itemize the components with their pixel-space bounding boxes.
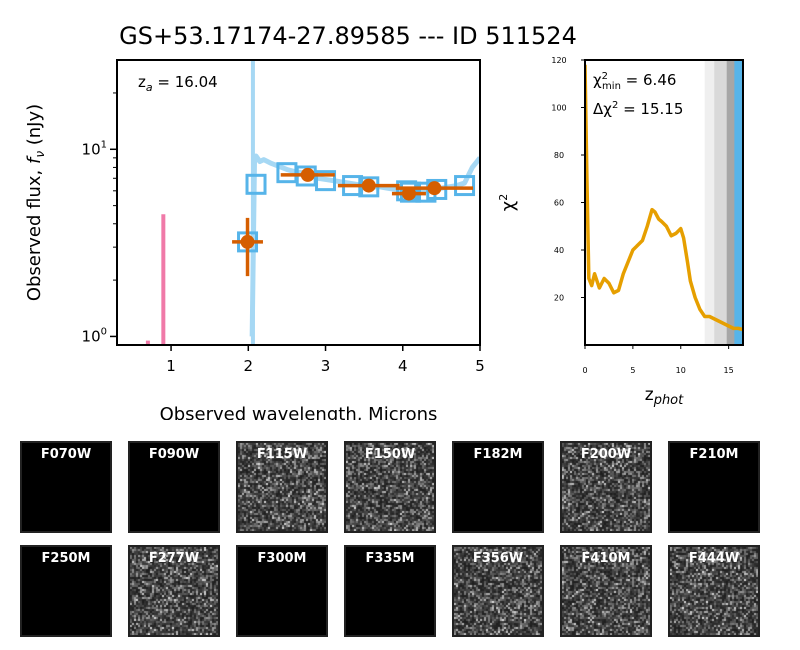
y-axis-label: Observed flux, fν (nJy) (24, 104, 47, 301)
stamp-f070w: F070W (20, 441, 112, 533)
stamp-filter-label: F115W (256, 447, 308, 462)
stamp-f210m: F210M (668, 441, 760, 533)
chi2-x-tick-label: 5 (630, 366, 635, 375)
stamp-filter-label: F210M (689, 447, 739, 462)
stamp-filter-label: F410M (581, 551, 631, 566)
obs-point (361, 178, 376, 193)
stamp-f444w: F444W (668, 545, 760, 637)
stamp-f300m: F300M (236, 545, 328, 637)
chi2-y-axis-label: χ2 (497, 194, 519, 211)
stamp-f182m: F182M (452, 441, 544, 533)
obs-point (427, 181, 442, 196)
chi2-y-tick-label: 80 (554, 151, 564, 160)
stamp-f410m: F410M (560, 545, 652, 637)
stamp-filter-label: F335M (365, 551, 415, 566)
stamp-f150w: F150W (344, 441, 436, 533)
z-annotation: za = 16.04 (138, 73, 218, 94)
confidence-band (734, 60, 743, 345)
stamp-filter-label: F182M (473, 447, 523, 462)
x-tick-label: 3 (321, 357, 331, 375)
obs-point (300, 167, 315, 182)
x-tick-label: 1 (166, 357, 176, 375)
x-tick-label: 5 (475, 357, 485, 375)
stamp-f277w: F277W (128, 545, 220, 637)
stamp-image (562, 443, 650, 531)
stamp-image (346, 443, 434, 531)
y-tick-label: 101 (82, 139, 107, 158)
model-phot-point (454, 175, 476, 197)
stamp-filter-label: F250M (41, 551, 91, 566)
sed-figure: GS+53.17174-27.89585 --- ID 511524 1 2 3 4 5… (24, 22, 744, 420)
stamp-f250m: F250M (20, 545, 112, 637)
delta-chi2-annotation: Δχ2 = 15.15 (593, 100, 683, 118)
chi2-x-tick-label: 0 (582, 366, 587, 375)
stamp-filter-label: F150W (364, 447, 416, 462)
stamp-filter-label: F277W (148, 551, 200, 566)
chi2-y-tick-label: 100 (551, 104, 566, 113)
chi2-plot-area (585, 60, 743, 345)
stamp-filter-label: F444W (688, 551, 740, 566)
chi2-y-tick-label: 40 (554, 246, 564, 255)
stamp-f356w: F356W (452, 545, 544, 637)
obs-point (401, 186, 416, 201)
chi2-line (585, 64, 743, 332)
stamp-image (454, 547, 542, 635)
chi2-min-annotation: χ2 min = 6.46 (593, 71, 676, 92)
chi2-x-axis-label: zphot (645, 385, 684, 408)
y-tick-label: 100 (82, 326, 107, 345)
chi2-y-tick-label: 60 (554, 199, 564, 208)
stamp-f200w: F200W (560, 441, 652, 533)
obs-point (240, 234, 255, 249)
stamp-filter-label: F070W (40, 447, 92, 462)
stamp-filter-label: F090W (148, 447, 200, 462)
model-phot-point (315, 170, 337, 192)
x-tick-label: 2 (244, 357, 254, 375)
chi2-y-tick-label: 20 (554, 294, 564, 303)
chi2-y-tick-label: 120 (551, 56, 566, 65)
stamp-f090w: F090W (128, 441, 220, 533)
chi2-x-tick-label: 15 (724, 366, 734, 375)
stamp-filter-label: F356W (472, 551, 524, 566)
sed-plot: 1 2 3 4 5 100 101 za = 16.04 Observed wavelength… (24, 59, 485, 420)
stamp-image (670, 547, 758, 635)
stamp-f115w: F115W (236, 441, 328, 533)
stamp-image (562, 547, 650, 635)
stamp-image (238, 443, 326, 531)
sed-plot-area (145, 60, 480, 345)
sed-frame (116, 59, 481, 346)
stamp-filter-label: F200W (580, 447, 632, 462)
stamp-image (130, 547, 218, 635)
x-axis-label: Observed wavelength, Microns (160, 404, 438, 420)
model-phot-point (245, 173, 267, 195)
x-tick-label: 4 (398, 357, 408, 375)
chi2-x-tick-label: 10 (676, 366, 686, 375)
stamp-f335m: F335M (344, 545, 436, 637)
chart-title: GS+53.17174-27.89585 --- ID 511524 (119, 22, 577, 50)
chi2-plot: 0 5 10 15 20 40 60 80 100 120 χ2 min = 6.46 Δχ2 = 15… (497, 56, 744, 408)
stamp-filter-label: F300M (257, 551, 307, 566)
